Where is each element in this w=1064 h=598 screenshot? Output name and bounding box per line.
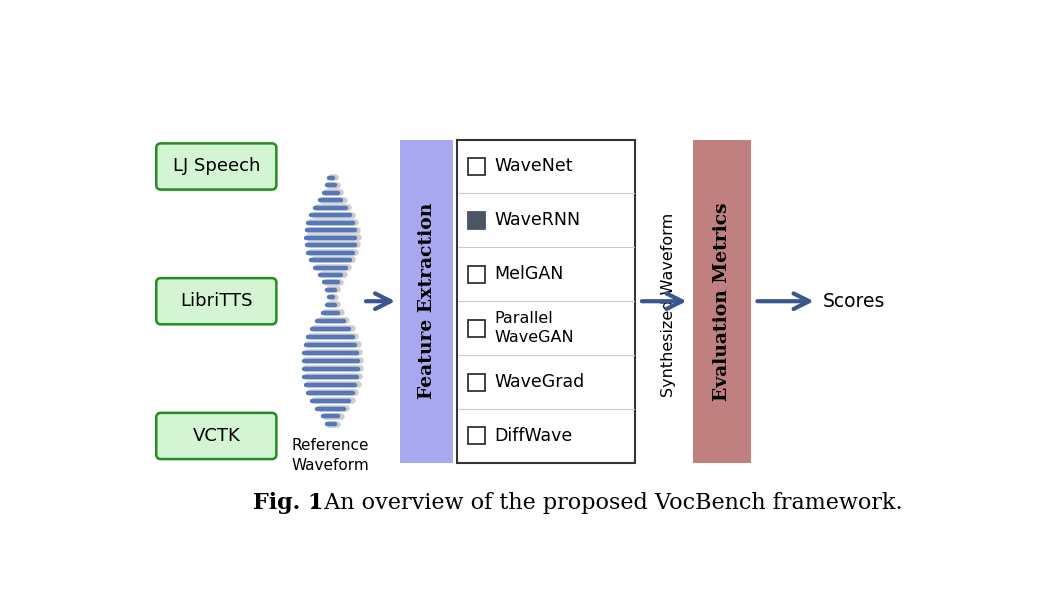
- Text: DiffWave: DiffWave: [494, 427, 572, 445]
- FancyBboxPatch shape: [156, 278, 277, 324]
- Bar: [468, 428, 485, 444]
- Text: WaveNet: WaveNet: [494, 157, 572, 175]
- Text: . An overview of the proposed VocBench framework.: . An overview of the proposed VocBench f…: [310, 492, 902, 514]
- Bar: [456, 139, 635, 463]
- Bar: [400, 139, 453, 463]
- Text: Synthesized Waveform: Synthesized Waveform: [661, 213, 676, 397]
- Bar: [468, 320, 485, 337]
- Text: WaveGrad: WaveGrad: [494, 373, 584, 391]
- Text: WaveRNN: WaveRNN: [494, 211, 580, 230]
- Text: Feature Extraction: Feature Extraction: [418, 203, 436, 399]
- Text: Scores: Scores: [822, 292, 885, 311]
- Text: VCTK: VCTK: [193, 427, 240, 445]
- Bar: [693, 139, 751, 463]
- Text: MelGAN: MelGAN: [494, 266, 564, 283]
- Text: Reference
Waveform: Reference Waveform: [292, 438, 369, 473]
- FancyBboxPatch shape: [156, 144, 277, 190]
- Bar: [468, 212, 485, 229]
- Text: Fig. 1: Fig. 1: [253, 492, 323, 514]
- Bar: [468, 266, 485, 283]
- Text: Parallel: Parallel: [494, 312, 553, 327]
- FancyBboxPatch shape: [156, 413, 277, 459]
- Text: LibriTTS: LibriTTS: [180, 292, 252, 310]
- Bar: [468, 158, 485, 175]
- Text: WaveGAN: WaveGAN: [494, 330, 573, 345]
- Text: Evaluation Metrics: Evaluation Metrics: [713, 202, 731, 401]
- Text: LJ Speech: LJ Speech: [172, 157, 260, 175]
- Bar: [468, 374, 485, 390]
